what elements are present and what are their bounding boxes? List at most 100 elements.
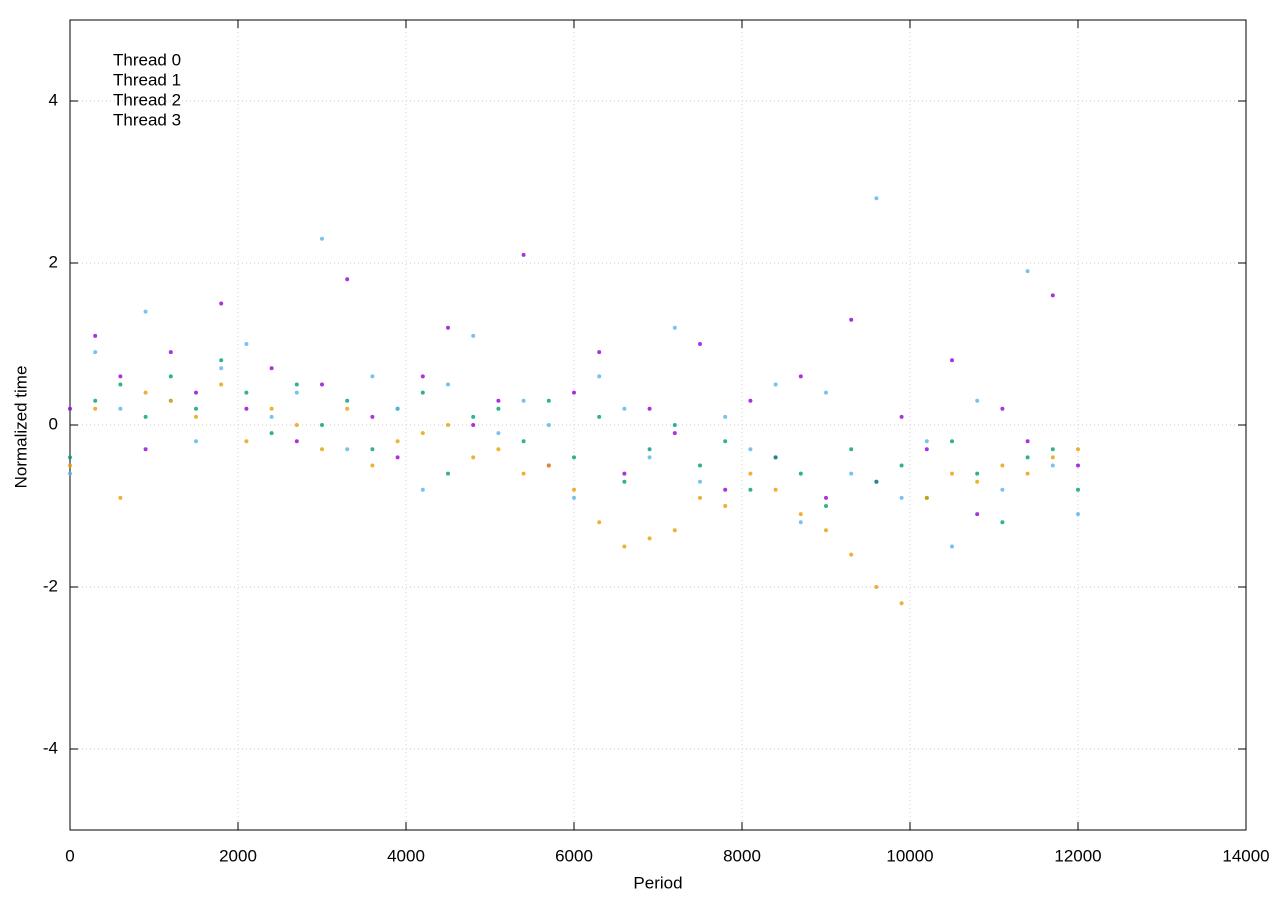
- point: [849, 447, 854, 452]
- point: [597, 414, 602, 419]
- point: [471, 333, 476, 338]
- legend-label: Thread 1: [113, 70, 181, 89]
- point: [1050, 293, 1055, 298]
- point: [849, 471, 854, 476]
- point: [345, 406, 350, 411]
- plot-frame: [69, 19, 1247, 831]
- point: [723, 504, 728, 508]
- point: [320, 423, 324, 427]
- point: [1000, 520, 1005, 525]
- point: [446, 471, 450, 476]
- point: [622, 544, 627, 549]
- point: [244, 439, 249, 444]
- point: [748, 398, 753, 403]
- point: [698, 495, 702, 500]
- point: [471, 455, 476, 460]
- point: [899, 495, 904, 500]
- point: [269, 406, 274, 411]
- point: [572, 495, 576, 500]
- point: [773, 487, 778, 492]
- point: [698, 479, 702, 484]
- legend-label: Thread 0: [113, 50, 181, 69]
- point: [773, 455, 778, 460]
- point: [975, 512, 980, 517]
- point: [219, 301, 224, 306]
- x-tick-label: 2000: [219, 846, 257, 865]
- point: [874, 585, 879, 589]
- legend-label: Thread 3: [113, 110, 181, 129]
- y-axis-label: Normalized time: [11, 366, 30, 489]
- point: [194, 406, 198, 411]
- point: [723, 439, 728, 444]
- y-tick-label: 0: [49, 414, 58, 433]
- point: [68, 406, 72, 411]
- point: [420, 390, 425, 395]
- point: [622, 471, 627, 476]
- point: [320, 382, 324, 387]
- point: [370, 447, 375, 452]
- point: [471, 423, 476, 427]
- point: [1025, 439, 1030, 444]
- point: [874, 479, 879, 484]
- point: [546, 398, 551, 403]
- point: [496, 406, 501, 411]
- point: [950, 544, 954, 549]
- point: [1025, 455, 1030, 460]
- point: [748, 487, 753, 492]
- point: [370, 414, 375, 419]
- point: [471, 414, 476, 419]
- y-tick-label: 2: [49, 252, 58, 271]
- point: [269, 431, 274, 436]
- point: [345, 447, 350, 452]
- point: [1025, 471, 1030, 476]
- x-tick-label: 0: [65, 846, 74, 865]
- point: [219, 382, 224, 387]
- point: [672, 423, 677, 427]
- x-tick-label: 10000: [886, 846, 933, 865]
- point: [68, 455, 72, 460]
- point: [118, 382, 123, 387]
- point: [572, 487, 576, 492]
- point: [748, 471, 753, 476]
- point: [572, 390, 576, 395]
- y-tick-label: 4: [49, 90, 58, 109]
- point: [1050, 455, 1055, 460]
- point: [93, 398, 98, 403]
- point: [496, 431, 501, 436]
- point: [294, 423, 299, 427]
- point: [521, 471, 526, 476]
- point: [672, 431, 677, 436]
- point: [68, 471, 72, 476]
- point: [723, 487, 728, 492]
- point: [370, 374, 375, 379]
- point: [975, 479, 980, 484]
- point: [899, 414, 904, 419]
- point: [118, 374, 123, 379]
- point: [597, 374, 602, 379]
- point: [143, 390, 148, 395]
- point: [924, 495, 929, 500]
- point: [496, 398, 501, 403]
- point: [68, 463, 72, 468]
- point: [244, 390, 249, 395]
- point: [143, 447, 148, 452]
- point: [244, 342, 249, 346]
- point: [798, 520, 803, 525]
- point: [118, 495, 123, 500]
- point: [698, 463, 702, 468]
- point: [395, 406, 400, 411]
- point: [320, 447, 324, 452]
- point: [320, 236, 324, 241]
- point: [294, 382, 299, 387]
- point: [975, 398, 980, 403]
- point: [269, 414, 274, 419]
- point: [446, 423, 450, 427]
- point: [345, 398, 350, 403]
- point: [496, 447, 501, 452]
- point: [824, 390, 828, 395]
- point: [698, 342, 702, 346]
- point: [950, 358, 954, 363]
- point: [1076, 463, 1080, 468]
- point: [647, 536, 652, 541]
